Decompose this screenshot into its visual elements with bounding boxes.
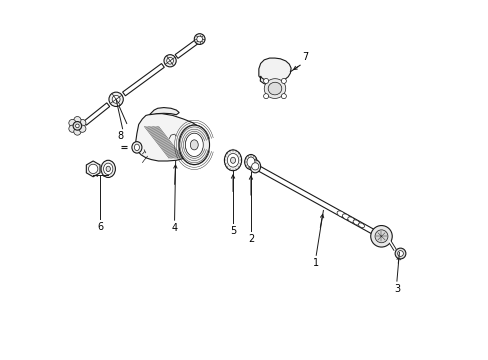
Ellipse shape	[347, 217, 354, 222]
Polygon shape	[149, 108, 179, 115]
Circle shape	[112, 95, 120, 103]
Circle shape	[73, 122, 81, 130]
Circle shape	[374, 230, 387, 243]
Text: 3: 3	[393, 284, 399, 294]
Ellipse shape	[249, 160, 260, 173]
Ellipse shape	[224, 150, 241, 171]
Ellipse shape	[342, 214, 349, 220]
Text: 1: 1	[312, 258, 319, 268]
Circle shape	[79, 120, 86, 127]
Circle shape	[281, 78, 286, 84]
Circle shape	[281, 94, 286, 99]
Text: 7: 7	[302, 52, 308, 62]
Polygon shape	[260, 76, 284, 86]
Circle shape	[166, 57, 173, 64]
Polygon shape	[258, 58, 290, 82]
Ellipse shape	[264, 79, 285, 98]
Text: 5: 5	[229, 226, 236, 236]
Circle shape	[397, 251, 403, 256]
Ellipse shape	[103, 163, 113, 175]
Circle shape	[69, 125, 76, 132]
Polygon shape	[86, 161, 100, 177]
Circle shape	[370, 226, 391, 247]
Circle shape	[76, 124, 79, 128]
Text: 8: 8	[118, 131, 123, 141]
Ellipse shape	[132, 141, 142, 153]
Ellipse shape	[267, 82, 281, 95]
Polygon shape	[135, 114, 203, 161]
Ellipse shape	[352, 220, 359, 225]
Text: 2: 2	[247, 234, 254, 244]
Circle shape	[109, 92, 123, 107]
Ellipse shape	[244, 154, 257, 170]
Ellipse shape	[101, 160, 115, 177]
Ellipse shape	[185, 133, 203, 157]
Ellipse shape	[134, 144, 139, 150]
Text: 4: 4	[171, 223, 177, 233]
Ellipse shape	[227, 153, 238, 167]
Ellipse shape	[179, 125, 209, 165]
Circle shape	[263, 78, 268, 84]
Ellipse shape	[106, 166, 110, 172]
Ellipse shape	[358, 223, 364, 228]
Circle shape	[263, 94, 268, 99]
Ellipse shape	[190, 140, 198, 150]
Ellipse shape	[230, 157, 235, 163]
Text: 6: 6	[97, 222, 103, 232]
Ellipse shape	[336, 211, 344, 217]
Circle shape	[74, 117, 81, 124]
Circle shape	[251, 163, 258, 170]
Circle shape	[163, 55, 176, 67]
Circle shape	[194, 34, 204, 44]
Circle shape	[79, 125, 86, 132]
Circle shape	[69, 120, 76, 127]
Polygon shape	[83, 103, 109, 125]
Circle shape	[88, 164, 98, 174]
Circle shape	[394, 248, 405, 259]
Polygon shape	[122, 64, 164, 96]
Circle shape	[196, 36, 202, 42]
Polygon shape	[255, 165, 374, 234]
Polygon shape	[175, 39, 199, 58]
Ellipse shape	[246, 157, 254, 167]
Circle shape	[74, 128, 81, 135]
